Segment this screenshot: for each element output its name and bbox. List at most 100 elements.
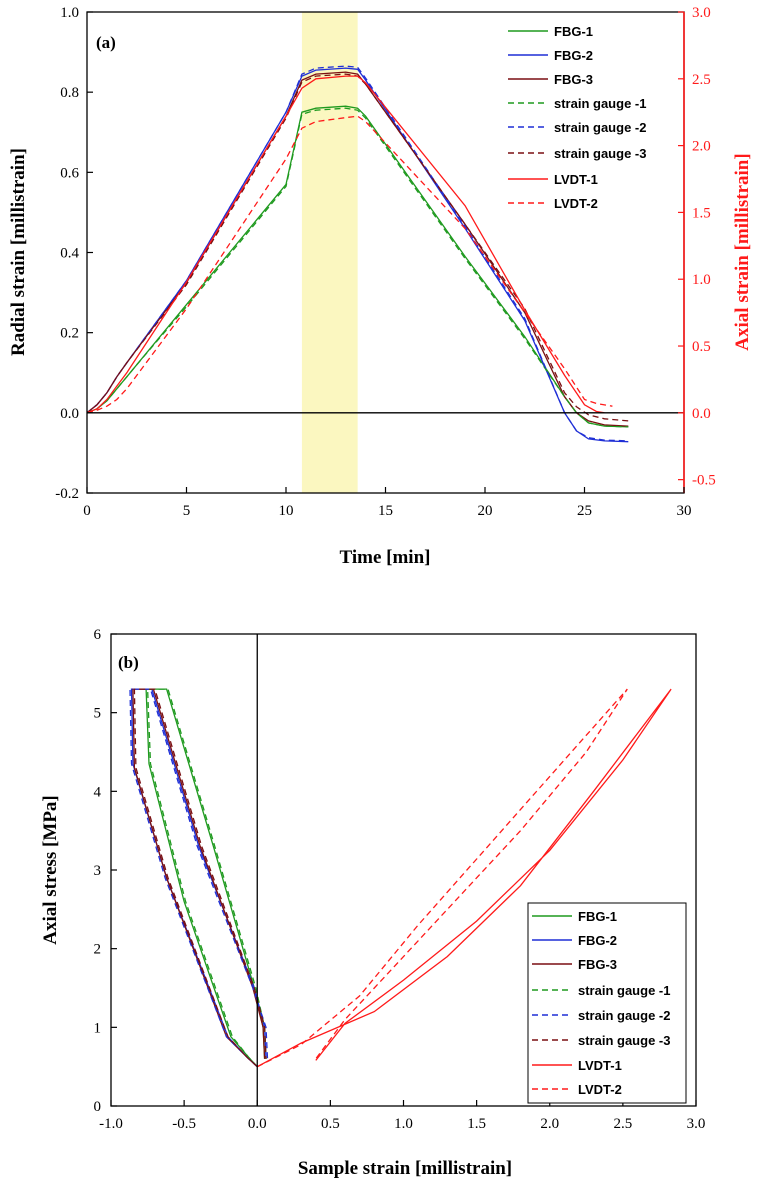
- legend: FBG-1 FBG-2 FBG-3 strain gauge -1 strain…: [527, 902, 687, 1104]
- legend-label: FBG-1: [578, 909, 617, 924]
- series-line-fbg-1: [145, 688, 266, 1068]
- x-tick-label: 0.0: [248, 1116, 267, 1132]
- legend-label: strain gauge -1: [554, 96, 646, 111]
- y-tick-label: 1.0: [60, 5, 79, 21]
- y-tick-label: 0.4: [60, 246, 79, 262]
- x-tick-label: 15: [378, 503, 393, 519]
- legend-entry: strain gauge -3: [532, 1033, 670, 1048]
- legend-entry: FBG-2: [508, 48, 593, 63]
- y-tick-label: 0.2: [60, 326, 79, 342]
- legend-entry: strain gauge -2: [532, 1008, 670, 1023]
- series-line-lvdt-1: [86, 75, 605, 414]
- series-line-lvdt-1: [256, 688, 672, 1068]
- y2-tick-label: 2.0: [692, 139, 711, 155]
- series-line-fbg-2: [130, 688, 267, 1068]
- legend-label: LVDT-1: [578, 1058, 622, 1073]
- legend-entry: FBG-1: [532, 909, 617, 924]
- legend-label: FBG-3: [554, 72, 593, 87]
- series-line-strain-gauge-3: [86, 73, 629, 422]
- y-tick-label: 0.0: [60, 406, 79, 422]
- x-tick-label: 1.0: [394, 1116, 413, 1132]
- x-tick-label: 10: [279, 503, 294, 519]
- y-tick-label: -0.2: [55, 486, 79, 502]
- legend-entry: LVDT-1: [508, 172, 598, 187]
- legend: FBG-1 FBG-2 FBG-3 strain gauge -1 strain…: [508, 24, 646, 211]
- x-axis-ticks: -1.0 -0.5 0.0 0.5 1.0 1.5 2.0 2.5 3.0: [99, 1100, 705, 1132]
- y-tick-label: 6: [94, 627, 102, 643]
- y2-tick-label: -0.5: [692, 473, 716, 489]
- y-axis-title: Radial strain [millistrain]: [8, 148, 29, 356]
- series-line-lvdt-2: [86, 115, 613, 414]
- legend-entry: FBG-2: [532, 933, 617, 948]
- series-line-lvdt-2: [257, 688, 628, 1068]
- panel-a-chart: 0 5 10 15 20 25 30 -0.2 0.0 0.2 0.4 0.6 0.8 1.0 -0.5…: [8, 5, 753, 568]
- plot-frame: [86, 11, 685, 494]
- y-axis-ticks: 0 1 2 3 4 5 6: [94, 627, 117, 1115]
- legend-label: strain gauge -3: [554, 146, 646, 161]
- x-tick-label: 3.0: [687, 1116, 706, 1132]
- legend-label: LVDT-2: [554, 196, 598, 211]
- legend-label: LVDT-1: [554, 172, 598, 187]
- y2-tick-label: 0.0: [692, 406, 711, 422]
- y2-tick-label: 0.5: [692, 339, 711, 355]
- series-line-strain-gauge-1: [86, 107, 629, 428]
- panel-label: (a): [96, 33, 116, 52]
- x-tick-label: -1.0: [99, 1116, 123, 1132]
- legend-label: FBG-1: [554, 24, 593, 39]
- x-tick-label: 20: [478, 503, 493, 519]
- y2-tick-label: 1.0: [692, 272, 711, 288]
- y-axis-title: Axial stress [MPa]: [40, 795, 61, 945]
- legend-label: FBG-2: [554, 48, 593, 63]
- series-line-fbg-3: [132, 688, 266, 1068]
- x-axis-ticks: 0 5 10 15 20 25 30: [83, 487, 692, 519]
- legend-entry: LVDT-2: [532, 1082, 622, 1097]
- legend-entry: strain gauge -1: [532, 983, 670, 998]
- legend-label: FBG-2: [578, 933, 617, 948]
- series-line-fbg-2: [86, 67, 629, 443]
- legend-entry: LVDT-2: [508, 196, 598, 211]
- y2-tick-label: 2.5: [692, 72, 711, 88]
- legend-entry: strain gauge -2: [508, 120, 646, 135]
- panel-b-chart: -1.0 -0.5 0.0 0.5 1.0 1.5 2.0 2.5 3.0 0 1 2 3 4 5 6 (b…: [40, 627, 705, 1179]
- legend-entry: FBG-3: [508, 72, 593, 87]
- x-tick-label: 5: [183, 503, 191, 519]
- panel-a-series-group: [86, 65, 629, 443]
- legend-box: [527, 902, 687, 1104]
- y2-tick-label: 1.5: [692, 205, 711, 221]
- legend-label: strain gauge -3: [578, 1033, 670, 1048]
- legend-label: LVDT-2: [578, 1082, 622, 1097]
- x-tick-label: 30: [677, 503, 692, 519]
- highlight-band: [301, 12, 358, 493]
- series-line-fbg-1: [86, 105, 629, 428]
- y-tick-label: 1: [94, 1020, 102, 1036]
- series-line-strain-gauge-2: [129, 688, 269, 1068]
- legend-entry: FBG-3: [532, 957, 617, 972]
- y-tick-label: 2: [94, 942, 102, 958]
- x-tick-label: 2.0: [540, 1116, 559, 1132]
- series-line-strain-gauge-3: [133, 688, 267, 1068]
- y-tick-label: 5: [94, 706, 102, 722]
- y-tick-label: 4: [94, 784, 102, 800]
- series-line-strain-gauge-2: [86, 65, 629, 442]
- legend-label: FBG-3: [578, 957, 617, 972]
- x-tick-label: 1.5: [467, 1116, 486, 1132]
- legend-entry: FBG-1: [508, 24, 593, 39]
- panel-label: (b): [118, 653, 139, 672]
- y-axis-ticks: -0.2 0.0 0.2 0.4 0.6 0.8 1.0: [55, 5, 93, 502]
- legend-label: strain gauge -1: [578, 983, 670, 998]
- x-tick-label: 0: [83, 503, 91, 519]
- x-tick-label: -0.5: [172, 1116, 196, 1132]
- y-tick-label: 3: [94, 863, 102, 879]
- legend-entry: LVDT-1: [532, 1058, 622, 1073]
- y2-axis-title: Axial strain [millistrain]: [732, 153, 753, 350]
- series-line-strain-gauge-1: [146, 688, 267, 1068]
- x-axis-title: Sample strain [millistrain]: [298, 1158, 512, 1179]
- legend-label: strain gauge -2: [554, 120, 646, 135]
- legend-entry: strain gauge -3: [508, 146, 646, 161]
- y2-tick-label: 3.0: [692, 5, 711, 21]
- legend-label: strain gauge -2: [578, 1008, 670, 1023]
- x-tick-label: 25: [577, 503, 592, 519]
- x-tick-label: 2.5: [614, 1116, 633, 1132]
- x-tick-label: 0.5: [321, 1116, 340, 1132]
